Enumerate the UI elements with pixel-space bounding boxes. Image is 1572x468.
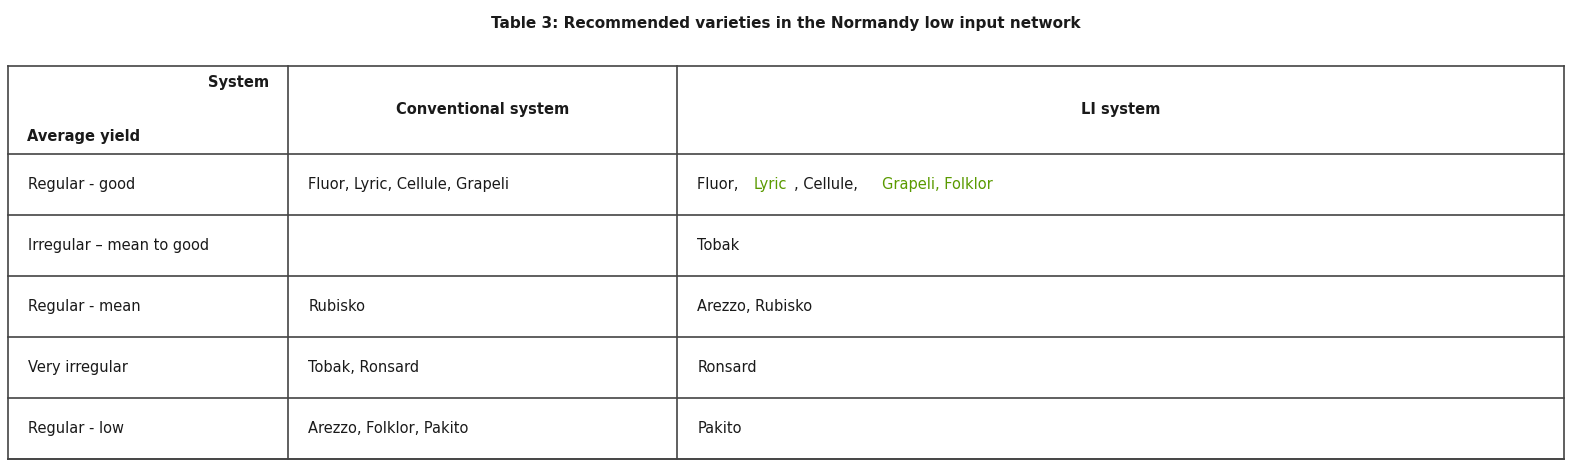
Text: Average yield: Average yield — [27, 129, 140, 144]
Text: Regular - good: Regular - good — [28, 177, 135, 192]
Text: Tobak, Ronsard: Tobak, Ronsard — [308, 360, 420, 375]
Text: Tobak: Tobak — [698, 238, 740, 253]
Text: Regular - low: Regular - low — [28, 421, 124, 436]
Text: , Cellule,: , Cellule, — [794, 177, 863, 192]
Text: Very irregular: Very irregular — [28, 360, 129, 375]
Text: Fluor, Lyric, Cellule, Grapeli: Fluor, Lyric, Cellule, Grapeli — [308, 177, 509, 192]
Text: Fluor,: Fluor, — [698, 177, 744, 192]
Text: Pakito: Pakito — [698, 421, 742, 436]
Text: Grapeli, Folklor: Grapeli, Folklor — [882, 177, 994, 192]
Text: Rubisko: Rubisko — [308, 299, 365, 314]
Text: System: System — [208, 75, 269, 90]
Text: Lyric: Lyric — [753, 177, 788, 192]
Text: LI system: LI system — [1082, 102, 1160, 117]
Text: Arezzo, Folklor, Pakito: Arezzo, Folklor, Pakito — [308, 421, 468, 436]
Text: Ronsard: Ronsard — [698, 360, 758, 375]
Text: Regular - mean: Regular - mean — [28, 299, 141, 314]
Text: Conventional system: Conventional system — [396, 102, 569, 117]
Text: Irregular – mean to good: Irregular – mean to good — [28, 238, 209, 253]
Text: Arezzo, Rubisko: Arezzo, Rubisko — [698, 299, 813, 314]
Text: Table 3: Recommended varieties in the Normandy low input network: Table 3: Recommended varieties in the No… — [490, 16, 1082, 31]
